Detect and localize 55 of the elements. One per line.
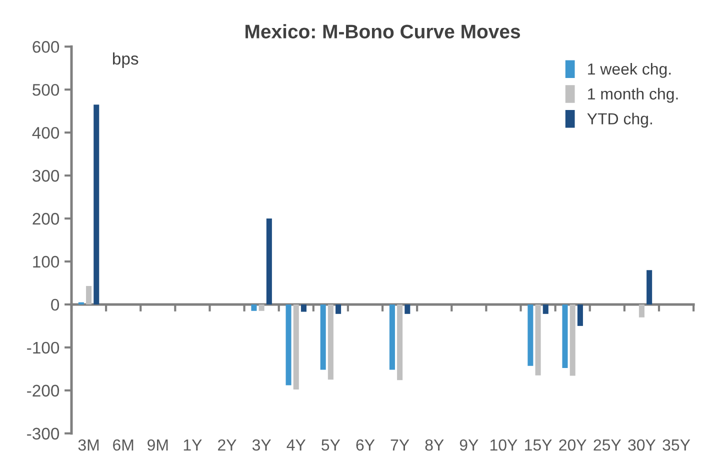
y-tick-label: -200: [27, 384, 60, 397]
legend-label: YTD chg.: [587, 112, 652, 128]
x-tick-label: 15Y: [525, 440, 552, 451]
y-tick-label: 300: [32, 170, 60, 182]
bar: [577, 304, 583, 326]
x-tick-label: 9Y: [460, 439, 478, 451]
x-tick-label: 5Y: [322, 440, 340, 451]
y-tick-label: 500: [32, 84, 60, 96]
x-tick-label: 8Y: [425, 439, 444, 451]
x-tick-label: 30Y: [628, 439, 656, 451]
y-tick-label: 600: [32, 41, 60, 53]
x-tick-label: 2Y: [218, 439, 236, 451]
chart-title: Mexico: M-Bono Curve Moves: [246, 24, 520, 38]
x-tick-label: 6M: [113, 439, 134, 451]
x-tick-label: 9M: [148, 439, 168, 451]
x-tick-label: 20Y: [559, 439, 586, 451]
y-tick-label: 0: [51, 298, 60, 311]
x-tick-label: 25Y: [594, 439, 622, 451]
y-axis-title: bps: [113, 52, 138, 68]
bar: [646, 270, 652, 304]
bar: [336, 304, 342, 314]
bar: [535, 304, 541, 376]
y-tick-label: -300: [27, 428, 60, 440]
x-tick-label: 6Y: [356, 439, 375, 451]
x-tick-label: 7Y: [390, 440, 410, 451]
x-tick-label: 3Y: [252, 439, 271, 451]
bar: [542, 304, 548, 314]
bar: [251, 304, 257, 311]
bar: [300, 304, 306, 312]
bar: [286, 304, 292, 386]
bar: [293, 304, 299, 390]
x-tick-label: 10Y: [490, 439, 518, 451]
y-tick-label: -100: [27, 342, 60, 354]
bar: [94, 104, 100, 304]
x-tick-label: 35Y: [662, 439, 690, 451]
bar: [266, 218, 272, 304]
bar: [404, 304, 410, 314]
bar: [328, 304, 334, 380]
x-tick-label: 4Y: [286, 440, 306, 451]
bar: [397, 304, 403, 380]
bar: [638, 304, 644, 318]
legend-label: 1 week chg.: [588, 62, 671, 78]
y-tick-label: 400: [32, 126, 60, 139]
bar: [86, 286, 92, 304]
bar: [570, 304, 576, 376]
bar: [258, 304, 264, 311]
bar: [389, 304, 395, 370]
bar: [528, 304, 534, 366]
x-tick-label: 3M: [78, 439, 99, 451]
y-tick-label: 100: [33, 256, 60, 268]
bar: [320, 304, 326, 370]
x-tick-label: 1Y: [184, 440, 202, 451]
y-tick-label: 200: [32, 212, 60, 225]
bar: [562, 304, 568, 368]
legend-label: 1 month chg.: [588, 88, 678, 103]
